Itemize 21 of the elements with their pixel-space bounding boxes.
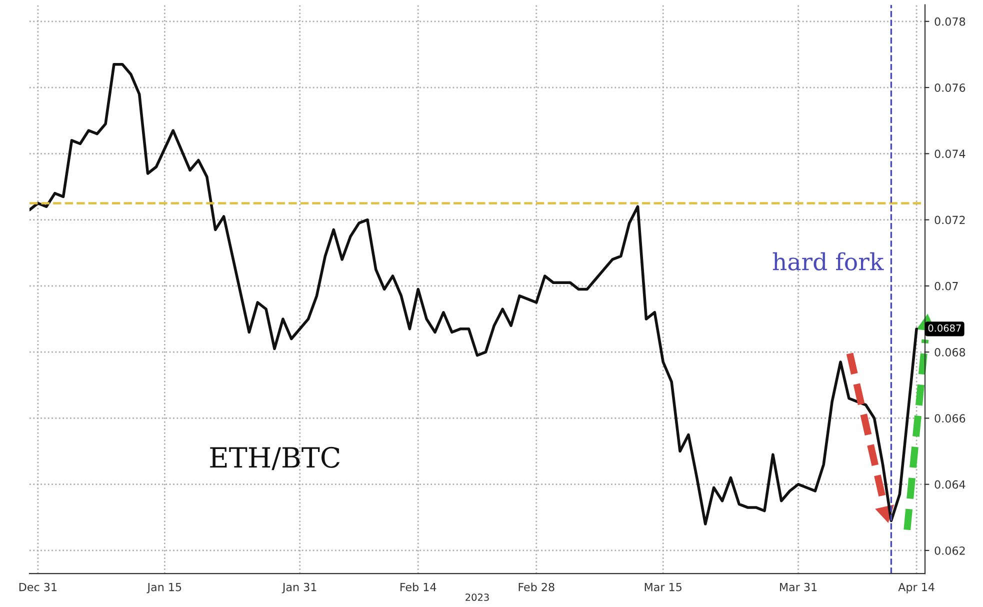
y-tick-label: 0.07 (934, 282, 958, 290)
ref-line-label: hard fork (772, 252, 884, 270)
y-tick-label: 0.064 (934, 480, 966, 489)
y-tick-label: 0.062 (934, 546, 965, 555)
y-tick-label: 0.072 (934, 216, 965, 224)
annotation: 0.0687 (928, 324, 961, 332)
x-axis-title: 2023 (466, 594, 489, 601)
y-tick-label: 0.066 (934, 414, 966, 423)
y-tick-label: 0.068 (934, 348, 966, 356)
x-tick-label: Feb 28 (518, 582, 554, 592)
x-tick-label: Dec 31 (19, 582, 56, 592)
x-tick-label: Apr 14 (898, 582, 934, 594)
x-tick-label: Jan 15 (146, 582, 182, 594)
x-tick-label: Jan 31 (282, 582, 316, 594)
x-tick-label: Mar 15 (644, 582, 682, 592)
x-tick-label: Mar 31 (780, 582, 817, 592)
y-tick-label: 0.076 (934, 84, 966, 92)
x-tick-label: Feb 14 (400, 582, 436, 592)
y-tick-label: 0.078 (934, 17, 966, 26)
annotation: ETH/BTC (210, 446, 340, 470)
y-tick-label: 0.074 (934, 150, 966, 158)
